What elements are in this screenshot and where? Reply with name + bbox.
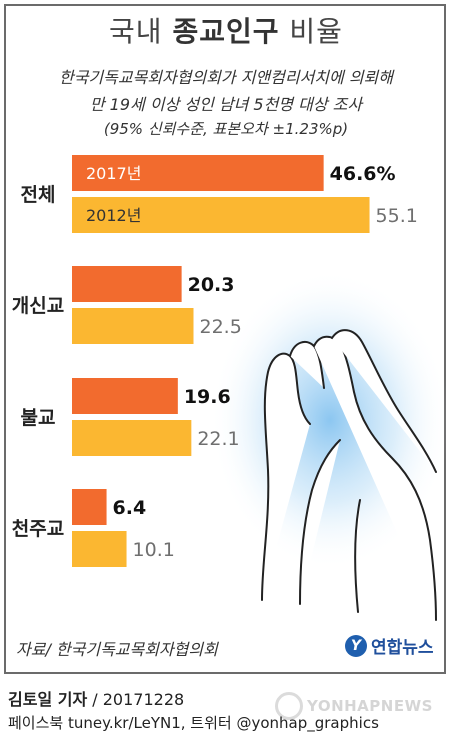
bar <box>72 197 370 233</box>
bar <box>72 489 107 525</box>
legend-label: 2012년 <box>86 206 141 225</box>
subtitle-line2: 만 19세 이상 성인 남녀 5천명 대상 조사 <box>89 95 363 114</box>
data-label: 19.6 <box>184 386 231 408</box>
data-label: 55.1 <box>376 205 418 227</box>
source-text: 자료/ 한국기독교목회자협의회 <box>16 640 218 659</box>
data-label: 20.3 <box>188 274 235 296</box>
title-right: 비율 <box>279 15 343 48</box>
data-label: 22.1 <box>197 428 239 450</box>
data-label: 10.1 <box>133 539 175 561</box>
subtitle-line1: 한국기독교목회자협의회가 지앤컴리서치에 의뢰해 <box>58 68 393 87</box>
yonhap-logo: Y 연합뉴스 <box>345 633 434 658</box>
category-label: 개신교 <box>12 295 64 317</box>
data-label: 6.4 <box>113 497 147 519</box>
bar <box>72 420 192 456</box>
yonhap-logo-icon: Y <box>345 634 367 657</box>
author-name: 김토일 기자 <box>8 690 88 709</box>
bar <box>72 266 182 302</box>
yonhapnews-watermark: YONHAPNEWS <box>275 692 433 720</box>
subtitle-line3: (95% 신뢰수준, 표본오차 ±1.23%p) <box>103 120 349 138</box>
title-left: 국내 <box>109 15 173 48</box>
chart-title: 국내 종교인구 비율 <box>0 10 452 50</box>
legend-label: 2017년 <box>86 164 141 183</box>
watermark-icon <box>275 692 303 720</box>
bar <box>72 308 194 344</box>
data-label: 22.5 <box>200 316 242 338</box>
author-line: 김토일 기자 / 20171228 <box>8 686 184 710</box>
author-date: / 20171228 <box>87 690 185 709</box>
bar <box>72 155 324 191</box>
data-label: 46.6% <box>330 163 396 185</box>
category-label: 천주교 <box>12 518 64 540</box>
praying-hands-icon <box>261 329 437 621</box>
title-bold: 종교인구 <box>172 15 280 48</box>
bar <box>72 531 127 567</box>
bar <box>72 378 178 414</box>
sns-line[interactable]: 페이스북 tuney.kr/LeYN1, 트위터 @yonhap_graphic… <box>8 714 379 732</box>
category-label: 불교 <box>21 407 56 429</box>
category-label: 전체 <box>21 184 56 206</box>
yonhap-logo-text: 연합뉴스 <box>371 638 434 658</box>
watermark-text: YONHAPNEWS <box>307 697 433 715</box>
